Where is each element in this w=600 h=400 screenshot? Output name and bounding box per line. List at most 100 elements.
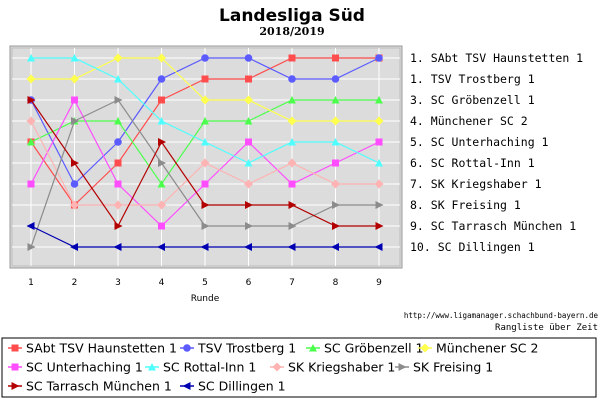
data-point	[331, 138, 340, 146]
data-point	[114, 117, 122, 125]
x-axis-label: Runde	[191, 294, 220, 304]
ranking-label: 1. SAbt TSV Haunstetten 1	[410, 51, 583, 65]
data-point	[201, 138, 209, 146]
ranking-label: 3. SC Gröbenzell 1	[410, 93, 535, 107]
x-tick-label: 9	[376, 278, 382, 288]
legend-marker	[148, 363, 156, 371]
data-point	[114, 138, 122, 146]
legend-marker	[398, 363, 407, 371]
data-point	[157, 117, 166, 125]
legend-label: SC Tarrasch München 1	[26, 379, 172, 394]
data-point	[331, 96, 340, 104]
source-url: http://www.ligamanager.schachbund-bayern…	[404, 311, 599, 320]
data-point	[375, 96, 383, 104]
legend-label: SC Gröbenzell 1	[324, 341, 424, 356]
data-point	[158, 222, 165, 230]
data-point	[71, 96, 78, 104]
series-group	[26, 53, 384, 251]
data-point	[157, 53, 166, 63]
data-point	[70, 74, 79, 84]
ranking-label: 4. Münchener SC 2	[410, 114, 528, 128]
chart-caption: Rangliste über Zeit	[495, 323, 598, 333]
legend-marker	[272, 362, 282, 372]
legend-items: SAbt TSV Haunstetten 1 TSV Trostberg 1 SC …	[8, 341, 538, 394]
x-tick-label: 5	[202, 278, 208, 288]
legend-label: SK Freising 1	[413, 360, 493, 375]
data-point	[375, 201, 384, 209]
chart-title: Landesliga Süd	[219, 6, 365, 26]
data-point	[287, 116, 297, 126]
data-point	[201, 222, 210, 230]
data-point	[331, 75, 340, 83]
data-point	[114, 96, 123, 104]
legend-label: SAbt TSV Haunstetten 1	[26, 341, 177, 356]
data-point	[157, 243, 165, 251]
data-point	[114, 75, 122, 83]
legend-label: SC Dillingen 1	[198, 379, 286, 394]
data-point	[158, 159, 166, 167]
data-point	[113, 243, 122, 251]
legend-marker	[11, 382, 20, 390]
data-point	[200, 158, 210, 168]
data-point	[27, 243, 36, 251]
legend-label: Münchener SC 2	[436, 341, 538, 356]
data-point	[375, 138, 383, 146]
data-point	[70, 180, 79, 188]
data-point	[288, 201, 297, 209]
x-tick-label: 4	[159, 278, 165, 288]
legend-label: SC Rottal-Inn 1	[163, 360, 256, 375]
data-point	[288, 54, 296, 62]
data-point	[113, 53, 123, 63]
data-point	[113, 200, 123, 210]
data-point	[288, 96, 296, 104]
ranking-label: 10. SC Dillingen 1	[410, 240, 535, 254]
legend-label: SK Kriegshaber 1	[288, 360, 395, 375]
data-point	[375, 159, 383, 167]
data-point	[374, 179, 384, 189]
data-point	[245, 222, 253, 230]
legend-marker	[11, 363, 19, 371]
data-point	[201, 54, 209, 62]
data-point	[158, 96, 165, 104]
ranking-label: 1. TSV Trostberg 1	[410, 72, 535, 86]
ranking-label: 8. SK Freising 1	[410, 198, 521, 212]
data-point	[287, 243, 296, 251]
final-ranking: 1. SAbt TSV Haunstetten 1 1. TSV Trostber…	[410, 51, 583, 254]
ranking-label: 9. SC Tarrasch München 1	[410, 219, 576, 233]
legend-marker	[309, 344, 317, 352]
data-point	[332, 159, 339, 167]
data-point	[375, 54, 383, 62]
data-point	[157, 180, 166, 188]
data-point	[331, 116, 340, 126]
data-point	[114, 159, 122, 167]
data-point	[27, 96, 36, 104]
data-point	[201, 201, 210, 209]
x-tick-label: 8	[333, 278, 339, 288]
data-point	[71, 159, 79, 167]
data-point	[332, 222, 340, 230]
plot-inner-border	[11, 47, 401, 267]
data-point	[201, 180, 209, 188]
data-point	[288, 222, 297, 230]
data-point	[331, 243, 339, 251]
x-tick-label: 2	[72, 278, 78, 288]
data-point	[245, 138, 252, 146]
x-tick-label: 3	[115, 278, 121, 288]
data-point	[27, 54, 35, 62]
data-point	[27, 180, 35, 188]
data-point	[287, 158, 297, 168]
ranking-label: 6. SC Rottal-Inn 1	[410, 156, 535, 170]
ranking-label: 5. SC Unterhaching 1	[410, 135, 549, 149]
data-point	[374, 116, 384, 126]
data-point	[244, 54, 253, 62]
data-point	[200, 95, 210, 105]
data-point	[157, 200, 166, 210]
data-point	[114, 180, 122, 188]
x-tick-label: 7	[289, 278, 295, 288]
data-point	[70, 243, 78, 251]
data-point	[332, 54, 339, 62]
data-point	[70, 200, 79, 210]
legend	[1, 337, 597, 398]
data-point	[200, 243, 209, 251]
